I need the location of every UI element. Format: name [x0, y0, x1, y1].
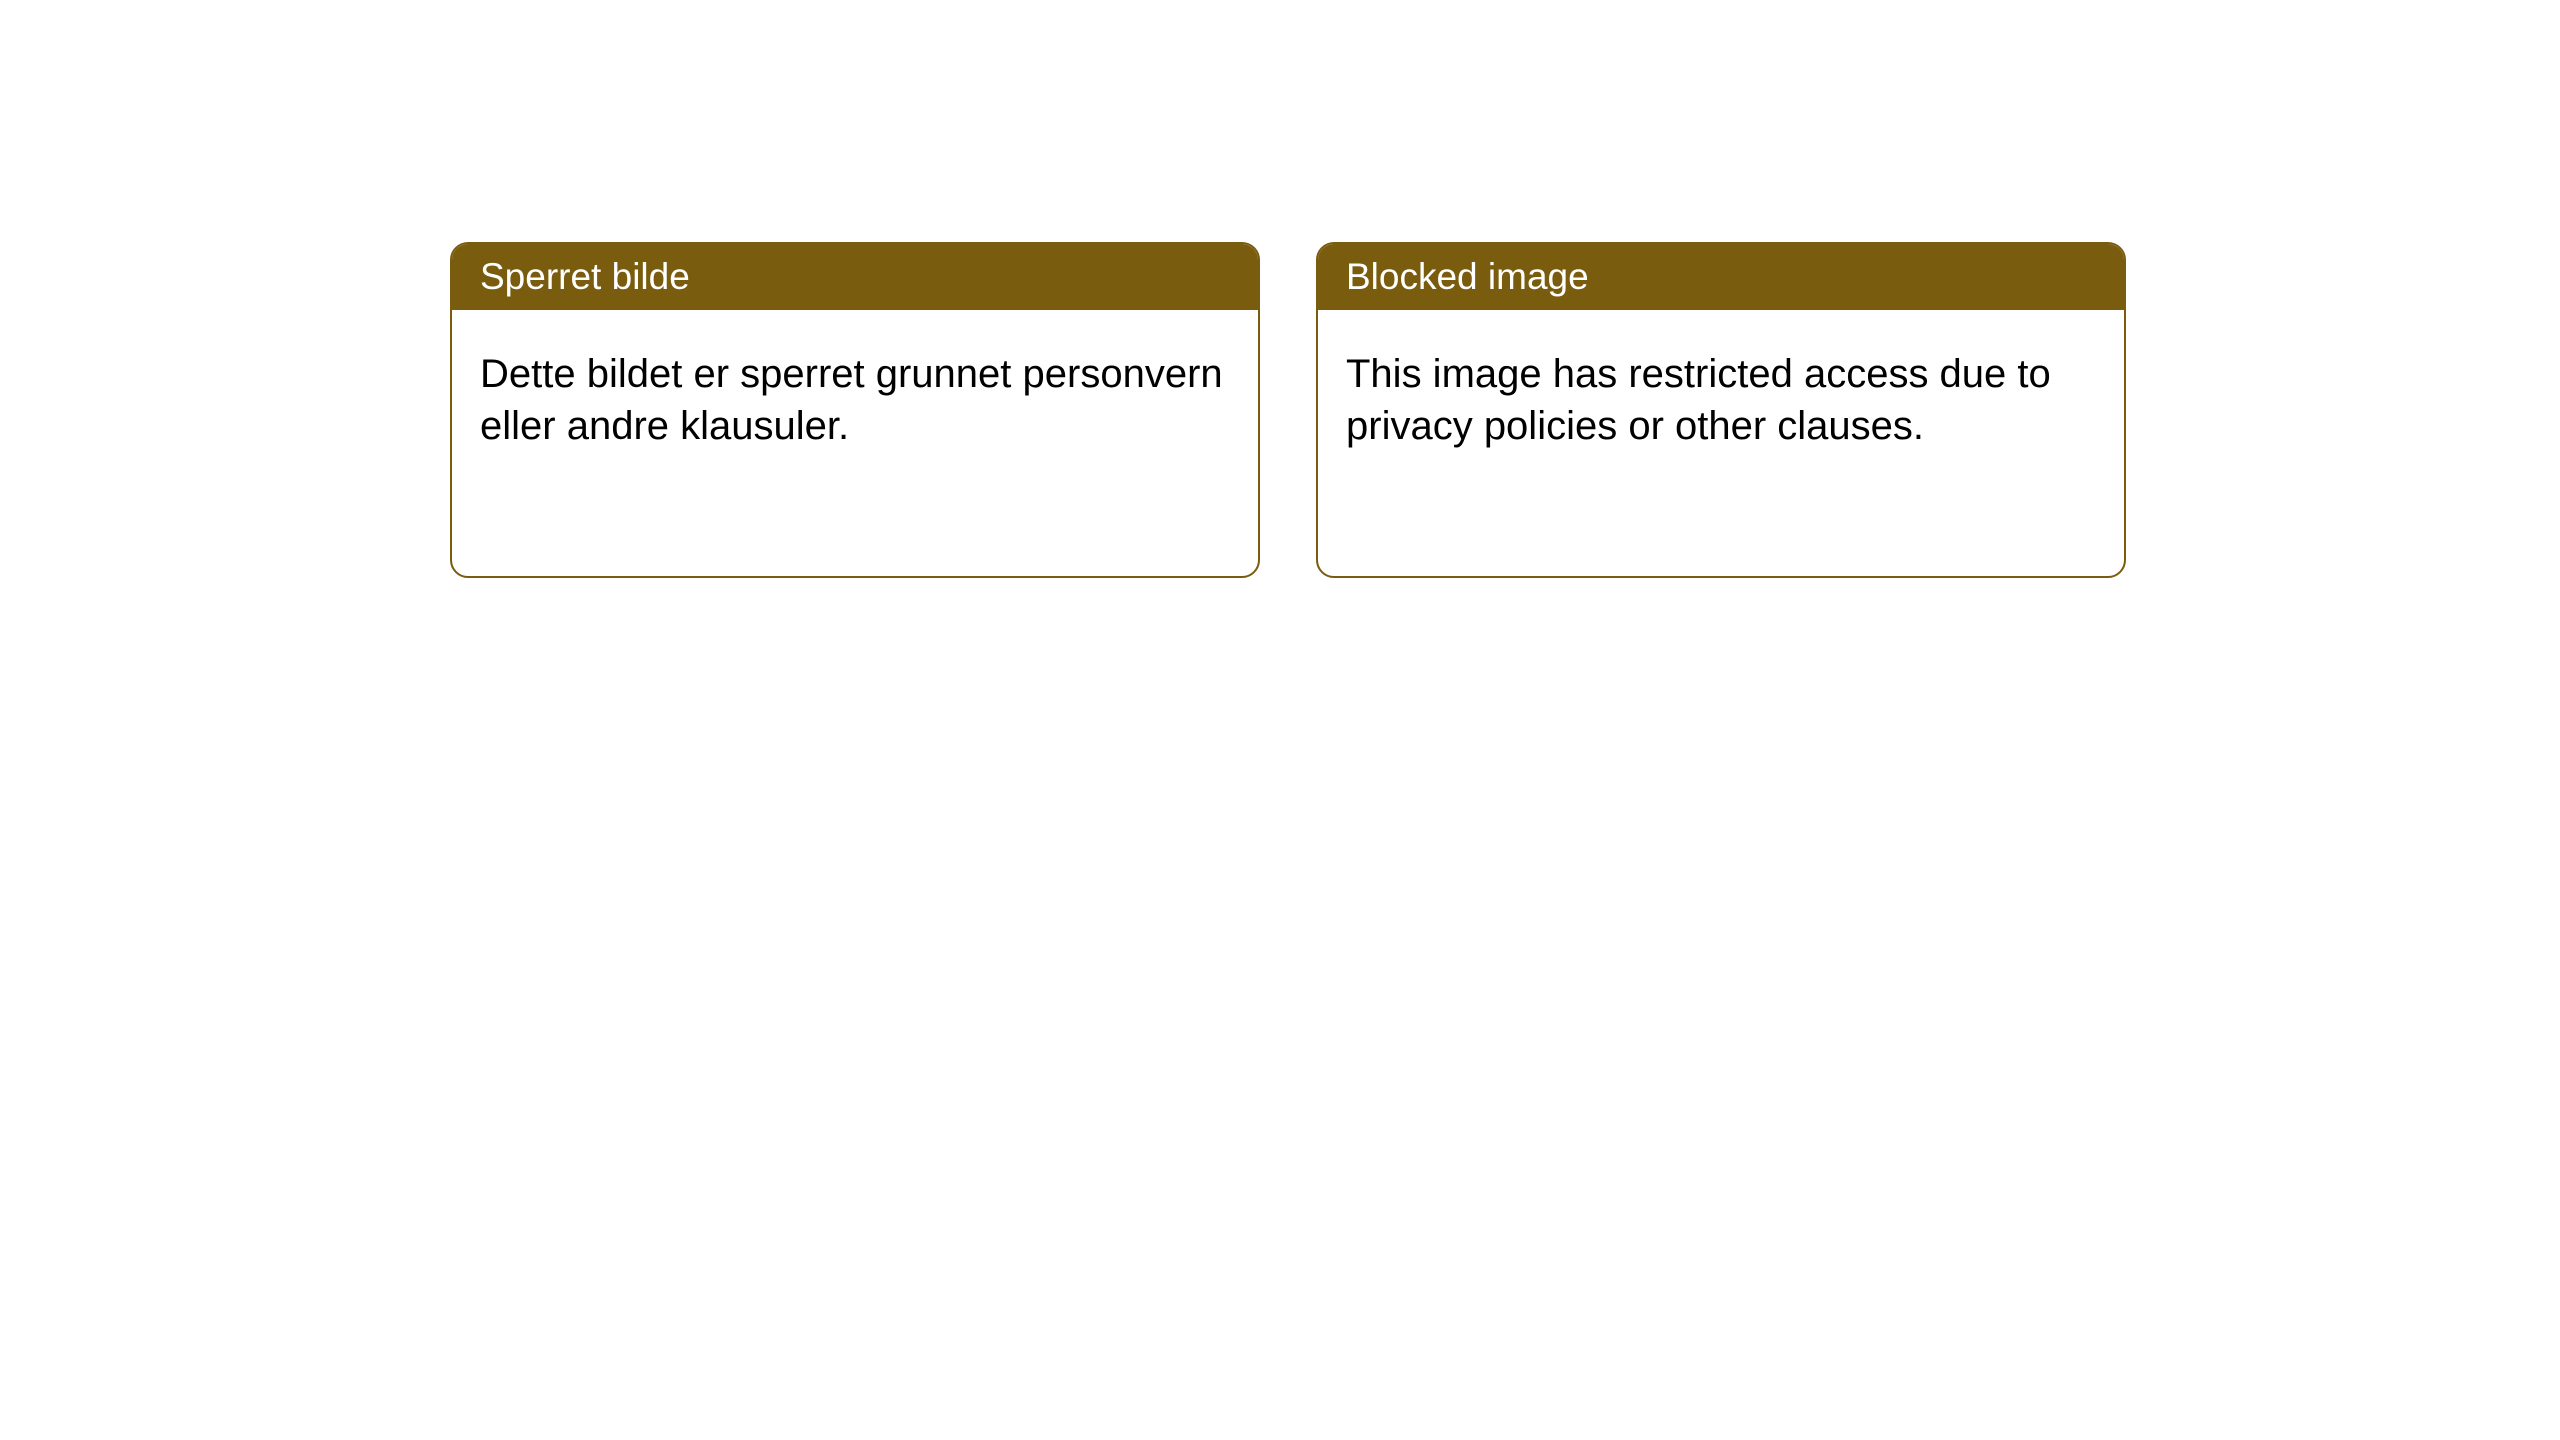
card-body-no: Dette bildet er sperret grunnet personve… [452, 310, 1258, 490]
notice-container: Sperret bilde Dette bildet er sperret gr… [0, 0, 2560, 578]
card-header-no: Sperret bilde [452, 244, 1258, 310]
blocked-image-card-no: Sperret bilde Dette bildet er sperret gr… [450, 242, 1260, 578]
card-message-no: Dette bildet er sperret grunnet personve… [480, 352, 1223, 448]
card-title-en: Blocked image [1346, 256, 1589, 297]
card-body-en: This image has restricted access due to … [1318, 310, 2124, 490]
card-message-en: This image has restricted access due to … [1346, 352, 2051, 448]
card-title-no: Sperret bilde [480, 256, 690, 297]
card-header-en: Blocked image [1318, 244, 2124, 310]
blocked-image-card-en: Blocked image This image has restricted … [1316, 242, 2126, 578]
